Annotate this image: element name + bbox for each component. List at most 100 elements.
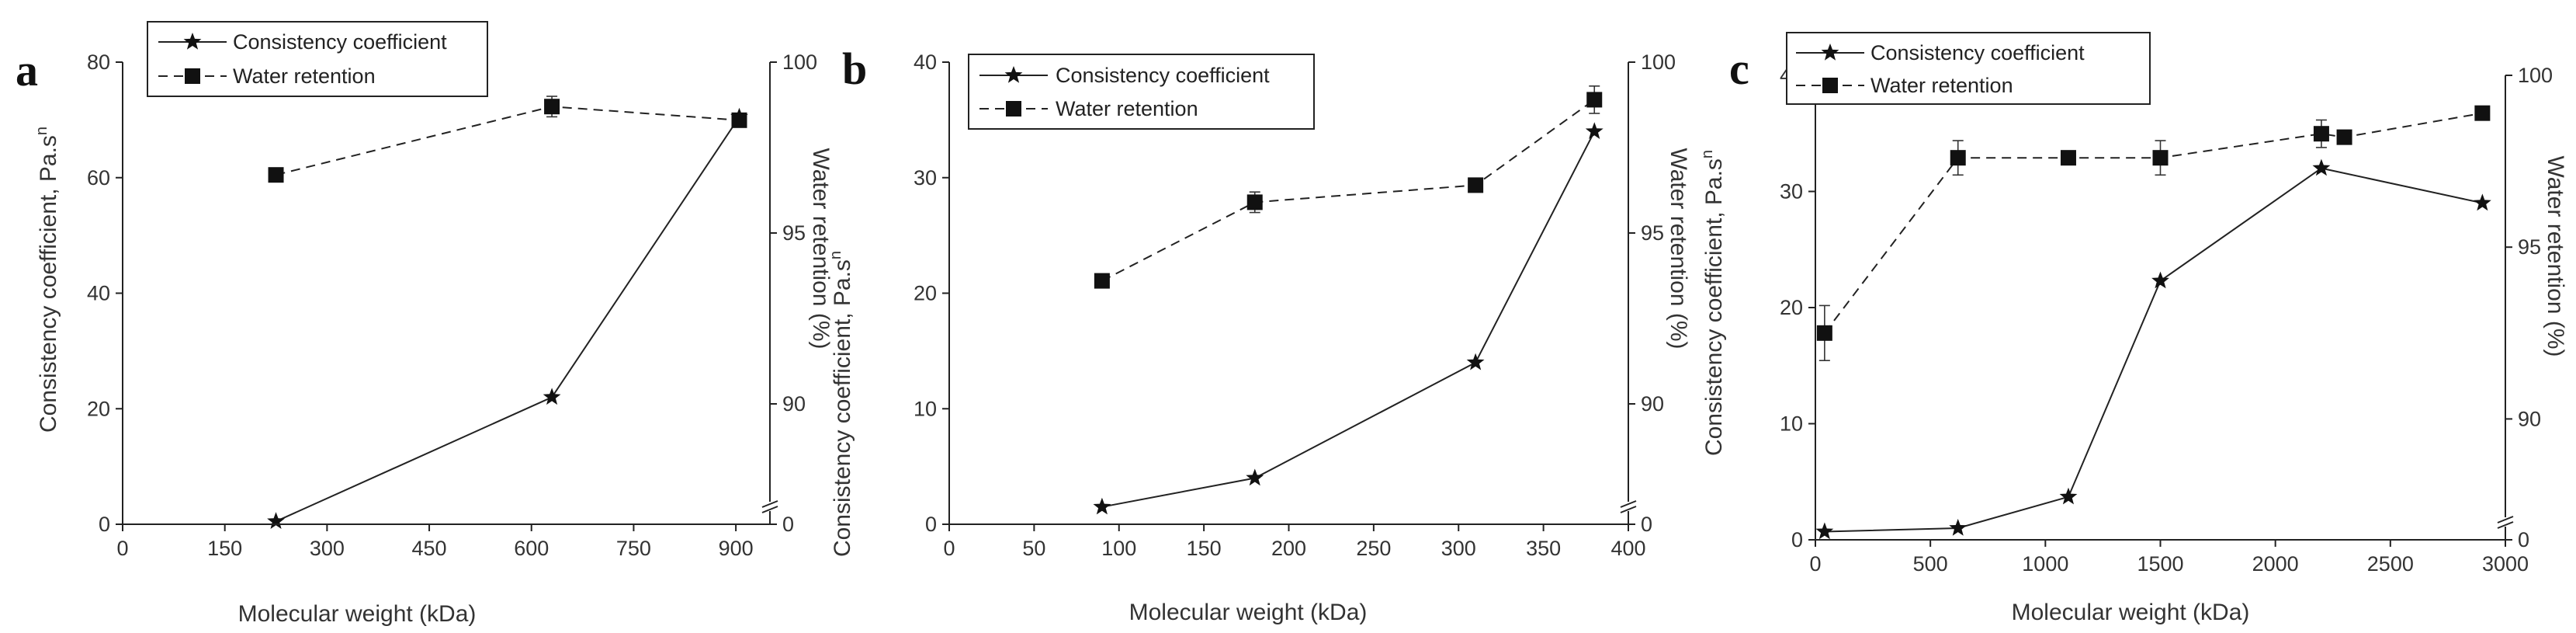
legend-box <box>968 54 1315 130</box>
x-tick-label: 300 <box>1441 537 1476 560</box>
water-retention-line <box>1824 112 2483 334</box>
axis-break-mark <box>2497 521 2514 529</box>
x-tick-label: 50 <box>1022 537 1045 560</box>
x-tick-label: 450 <box>412 537 447 560</box>
legend-square-marker <box>1006 101 1021 117</box>
y-axis-title: Consistency coefficient, Pa.sn <box>33 127 61 433</box>
consistency-point <box>1585 122 1603 139</box>
x-axis-title: Molecular weight (kDa) <box>1129 600 1368 625</box>
x-tick-label: 2000 <box>2252 552 2299 576</box>
y2-tick-label: 100 <box>1641 50 1676 74</box>
legend-label-water: Water retention <box>1870 74 2013 97</box>
legend-box <box>1786 32 2151 105</box>
legend-box <box>147 21 488 97</box>
x-ticks: 0 50 100 150 200 250 300 350 400 <box>943 524 1646 560</box>
x-tick-label: 300 <box>310 537 345 560</box>
y2-tick-label: 0 <box>1641 513 1652 536</box>
consistency-point <box>1093 497 1111 515</box>
series-markers <box>267 96 748 529</box>
consistency-line <box>1824 167 2483 533</box>
legend-star-marker <box>1004 66 1023 83</box>
panel-letter: c <box>1729 43 1749 94</box>
y-tick-label: 20 <box>87 397 110 420</box>
y2-tick-label: 100 <box>782 50 817 74</box>
water-retention-point <box>731 112 747 128</box>
y-tick-label: 0 <box>99 513 110 536</box>
axis-break-mark <box>761 500 778 508</box>
series-lines <box>1824 112 2483 533</box>
y-axis-title-text: Consistency coefficient, Pa.s <box>1701 158 1727 456</box>
y2-tick-label: 100 <box>2518 64 2553 87</box>
y-tick-label: 40 <box>87 282 110 305</box>
y-tick-label: 10 <box>914 397 937 420</box>
panel-letter: b <box>842 43 867 94</box>
series-lines <box>1101 99 1596 508</box>
y2-axis-title: Water retention (%) <box>2543 156 2568 357</box>
consistency-point <box>2059 487 2078 505</box>
x-axis-title: Molecular weight (kDa) <box>2012 600 2250 625</box>
x-tick-label: 350 <box>1526 537 1561 560</box>
legend: Consistency coefficient Water retention <box>968 54 1315 130</box>
y2-tick-label: 90 <box>1641 392 1664 416</box>
water-retention-point <box>1246 194 1263 210</box>
consistency-point <box>1949 519 1968 536</box>
water-retention-point <box>1094 273 1110 289</box>
y2-ticks: 90 95 100 0 <box>1628 50 1676 536</box>
consistency-point <box>1466 353 1485 370</box>
consistency-point <box>543 388 561 405</box>
consistency-point <box>2312 158 2331 176</box>
x-tick-label: 750 <box>616 537 651 560</box>
x-tick-label: 1500 <box>2137 552 2183 576</box>
x-axis-title: Molecular weight (kDa) <box>238 601 477 627</box>
x-tick-label: 3000 <box>2482 552 2529 576</box>
y2-tick-label: 90 <box>782 392 806 416</box>
series-lines <box>276 106 740 523</box>
x-tick-label: 150 <box>207 537 242 560</box>
legend: Consistency coefficient Water retention <box>1786 32 2151 105</box>
y-tick-label: 0 <box>1791 528 1803 551</box>
consistency-point <box>2474 193 2491 211</box>
axis-break-mark <box>761 506 778 513</box>
y2-ticks: 90 95 100 0 <box>2505 64 2553 551</box>
legend: Consistency coefficient Water retention <box>147 21 488 97</box>
y-tick-label: 10 <box>1780 412 1803 436</box>
axes-frame <box>948 62 1637 525</box>
y-ticks: 0 20 40 60 80 <box>87 50 123 536</box>
y2-tick-label: 90 <box>2518 407 2541 430</box>
y-tick-label: 80 <box>87 50 110 74</box>
x-tick-label: 250 <box>1356 537 1391 560</box>
x-tick-label: 1000 <box>2022 552 2068 576</box>
x-tick-label: 500 <box>1913 552 1948 576</box>
x-tick-label: 2500 <box>2367 552 2414 576</box>
x-tick-label: 0 <box>116 537 128 560</box>
consistency-line <box>276 117 740 523</box>
x-tick-label: 600 <box>514 537 549 560</box>
axis-break-mark <box>1620 500 1637 508</box>
legend-label-water: Water retention <box>1056 97 1198 120</box>
y-axis-title-text: Consistency coefficient, Pa.s <box>830 259 855 557</box>
water-retention-point <box>2313 126 2329 142</box>
water-retention-line <box>1101 99 1595 282</box>
x-ticks: 0 150 300 450 600 750 900 <box>116 524 754 560</box>
water-retention-point <box>1586 92 1603 108</box>
legend-label-water: Water retention <box>233 64 376 88</box>
x-tick-label: 200 <box>1271 537 1306 560</box>
legend-star-marker <box>1821 43 1839 61</box>
y2-axis-title: Water retention (%) <box>1666 148 1691 350</box>
water-retention-point <box>2152 150 2169 166</box>
y-tick-label: 20 <box>914 282 937 305</box>
panel-letter: a <box>16 45 38 96</box>
y2-axis-title: Water retention (%) <box>808 148 834 350</box>
series-markers <box>1815 105 2491 540</box>
water-retention-point <box>2060 150 2076 166</box>
y2-tick-label: 95 <box>782 221 806 245</box>
x-tick-label: 400 <box>1610 537 1645 560</box>
y2-tick-label: 0 <box>782 513 794 536</box>
water-retention-line <box>276 106 740 176</box>
x-tick-label: 0 <box>943 537 955 560</box>
legend-label-consistency: Consistency coefficient <box>1056 64 1270 87</box>
panel-a: a 0 150 300 450 600 750 900 0 20 40 60 80 90 95 100 0… <box>16 21 834 627</box>
